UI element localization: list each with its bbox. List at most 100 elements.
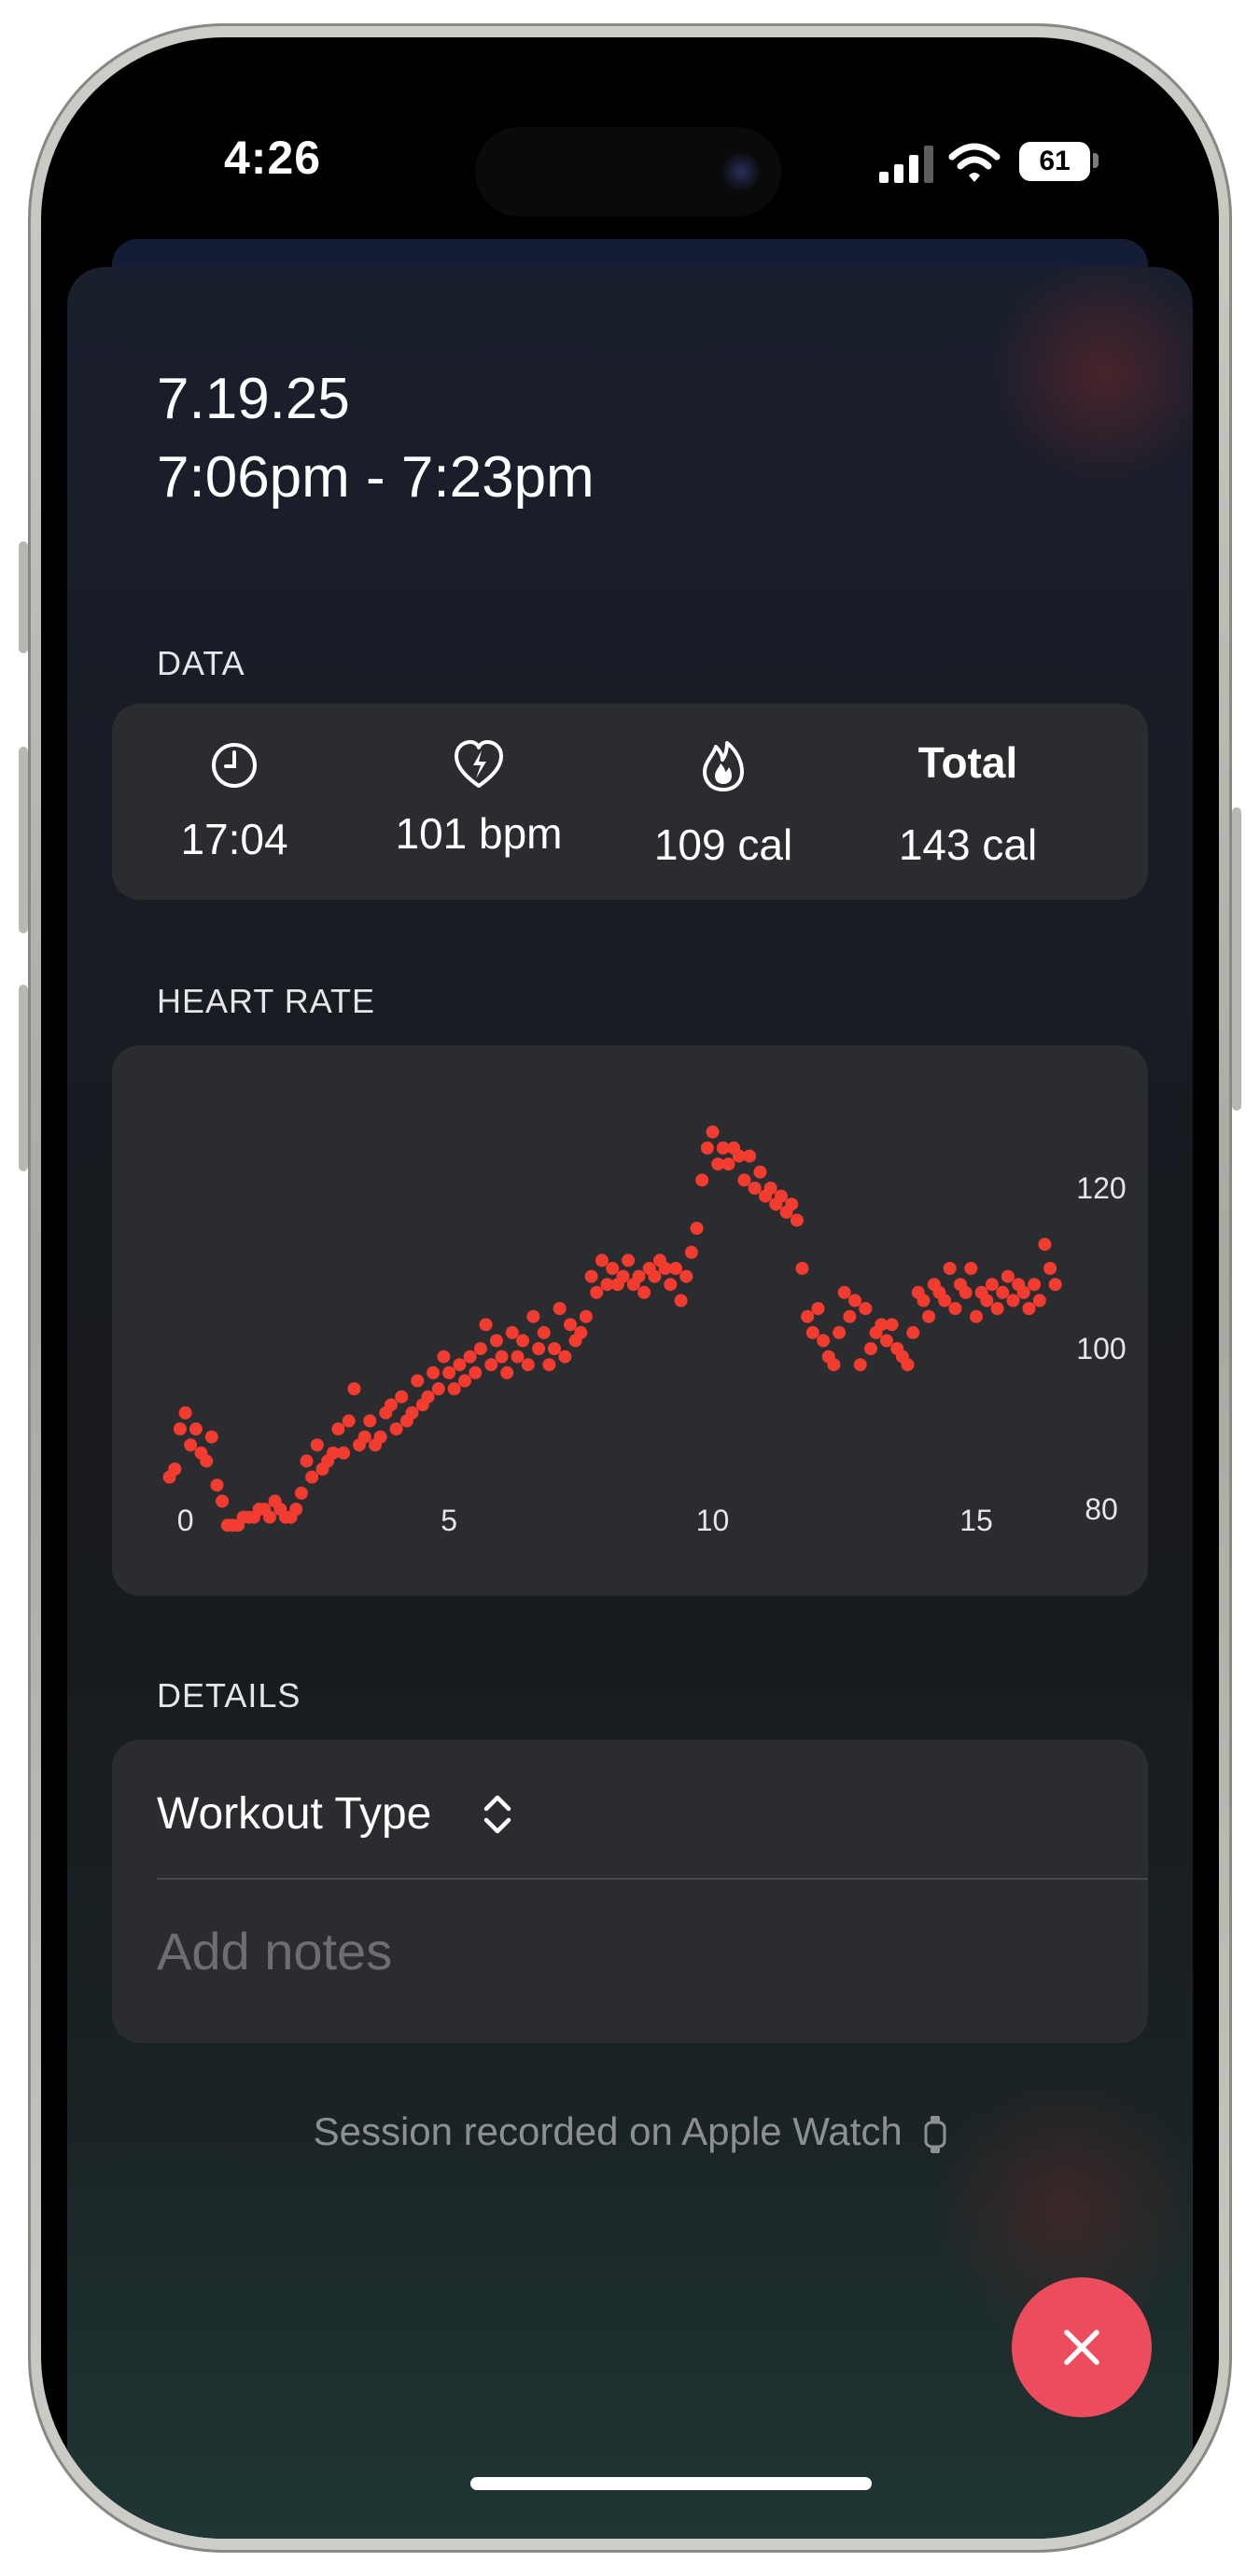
heart-rate-point bbox=[473, 1342, 487, 1355]
heart-rate-point bbox=[442, 1365, 456, 1379]
ambient-glow bbox=[982, 267, 1193, 482]
heart-rate-point bbox=[173, 1422, 187, 1435]
heart-rate-point bbox=[774, 1189, 788, 1203]
heart-rate-point bbox=[948, 1302, 962, 1315]
session-detail-sheet: 7.19.25 7:06pm - 7:23pm DATA 17:04 101 b… bbox=[67, 267, 1193, 2539]
heart-rate-point bbox=[885, 1318, 899, 1332]
stat-value: 17:04 bbox=[180, 815, 288, 863]
heart-rate-point bbox=[357, 1430, 371, 1444]
close-button[interactable] bbox=[1012, 2277, 1152, 2417]
heart-rate-point bbox=[996, 1285, 1010, 1299]
heart-rate-point bbox=[300, 1454, 314, 1468]
heart-rate-point bbox=[411, 1374, 425, 1388]
action-button bbox=[19, 541, 28, 653]
heart-rate-point bbox=[763, 1182, 777, 1195]
heart-rate-point bbox=[548, 1342, 561, 1355]
x-tick-label: 10 bbox=[696, 1504, 730, 1537]
heart-rate-point bbox=[721, 1157, 735, 1171]
heart-rate-point bbox=[879, 1334, 893, 1348]
heart-rate-point bbox=[521, 1358, 535, 1372]
heart-rate-point bbox=[595, 1253, 609, 1267]
flame-icon bbox=[703, 741, 744, 791]
heart-rate-point bbox=[537, 1325, 551, 1339]
heart-rate-point bbox=[853, 1358, 867, 1372]
signal-icon bbox=[879, 146, 933, 183]
workout-type-picker[interactable]: Workout Type bbox=[157, 1788, 431, 1840]
heart-rate-point bbox=[648, 1269, 662, 1283]
heart-rate-point bbox=[395, 1390, 409, 1404]
heart-rate-point bbox=[489, 1334, 503, 1348]
heart-rate-point bbox=[664, 1278, 678, 1292]
heart-rate-point bbox=[875, 1318, 889, 1332]
home-indicator[interactable] bbox=[470, 2477, 872, 2490]
wifi-icon bbox=[948, 143, 1001, 182]
clock-icon bbox=[212, 743, 257, 788]
heart-rate-point bbox=[985, 1278, 999, 1292]
heart-rate-section-label: HEART RATE bbox=[157, 982, 376, 1020]
close-icon bbox=[1064, 2330, 1099, 2365]
x-tick-label: 15 bbox=[959, 1504, 993, 1537]
heart-rate-point bbox=[305, 1470, 319, 1484]
status-time: 4:26 bbox=[224, 132, 322, 184]
heart-rate-point bbox=[553, 1302, 567, 1315]
heart-rate-point bbox=[938, 1294, 952, 1308]
heart-rate-point bbox=[990, 1302, 1004, 1315]
heart-rate-point bbox=[843, 1309, 857, 1323]
heart-rate-point bbox=[347, 1382, 361, 1395]
workout-type-label: Workout Type bbox=[157, 1789, 432, 1839]
session-title: 7.19.25 7:06pm - 7:23pm bbox=[157, 360, 595, 517]
heart-rate-point bbox=[906, 1325, 920, 1339]
heart-rate-point bbox=[922, 1309, 936, 1323]
heart-rate-point bbox=[901, 1358, 915, 1372]
heart-rate-point bbox=[606, 1262, 620, 1275]
heart-rate-point bbox=[716, 1141, 730, 1155]
divider bbox=[157, 1878, 1148, 1880]
heart-rate-point bbox=[690, 1222, 704, 1235]
heart-rate-point bbox=[748, 1182, 762, 1195]
session-time-range: 7:06pm - 7:23pm bbox=[157, 445, 595, 510]
heart-rate-point bbox=[711, 1157, 725, 1171]
heart-rate-point bbox=[479, 1318, 493, 1332]
heart-rate-point bbox=[200, 1454, 214, 1468]
heart-rate-card: 0 5 10 15 80 100 120 bbox=[112, 1045, 1148, 1596]
heart-rate-point bbox=[579, 1309, 593, 1323]
heart-rate-point bbox=[469, 1365, 483, 1379]
recording-source-note: Session recorded on Apple Watch bbox=[67, 2109, 1193, 2154]
y-tick-label: 80 bbox=[1085, 1492, 1118, 1526]
heart-rate-point bbox=[484, 1358, 498, 1372]
heart-rate-point bbox=[1032, 1294, 1046, 1308]
notes-input[interactable]: Add notes bbox=[157, 1922, 393, 1981]
camera-icon bbox=[722, 153, 760, 190]
heart-rate-point bbox=[700, 1141, 714, 1155]
heart-rate-point bbox=[178, 1406, 192, 1420]
heart-rate-point bbox=[405, 1406, 419, 1420]
heart-rate-point bbox=[326, 1446, 340, 1460]
data-card: 17:04 101 bpm 109 cal Total 143 cal bbox=[112, 704, 1148, 900]
heart-rate-point bbox=[637, 1285, 651, 1299]
heart-rate-point bbox=[331, 1422, 345, 1435]
y-tick-label: 120 bbox=[1076, 1171, 1126, 1205]
battery-nub bbox=[1093, 153, 1099, 168]
heart-rate-point bbox=[289, 1503, 303, 1516]
stat-heading: Total bbox=[917, 738, 1018, 787]
heart-rate-point bbox=[337, 1446, 351, 1460]
heart-bolt-icon bbox=[455, 740, 503, 788]
heart-rate-point bbox=[511, 1350, 525, 1364]
heart-rate-point bbox=[447, 1382, 461, 1395]
heart-rate-point bbox=[204, 1430, 218, 1444]
heart-rate-point bbox=[263, 1510, 276, 1524]
heart-rate-point bbox=[363, 1414, 377, 1428]
details-section-label: DETAILS bbox=[157, 1676, 301, 1715]
battery-icon: 61 bbox=[1019, 142, 1090, 181]
heart-rate-point bbox=[210, 1478, 224, 1492]
chevron-up-down-icon[interactable] bbox=[479, 1788, 516, 1841]
heart-rate-point bbox=[753, 1165, 767, 1179]
stat-value: 101 bpm bbox=[395, 809, 563, 858]
heart-rate-point bbox=[500, 1365, 514, 1379]
heart-rate-point bbox=[805, 1325, 819, 1339]
heart-rate-point bbox=[453, 1358, 467, 1372]
heart-rate-point bbox=[1038, 1238, 1052, 1252]
heart-rate-point bbox=[427, 1365, 441, 1379]
screen: 4:26 61 7.19.25 7:06pm - 7:23pm DATA bbox=[41, 37, 1219, 2539]
heart-rate-point bbox=[917, 1294, 931, 1308]
